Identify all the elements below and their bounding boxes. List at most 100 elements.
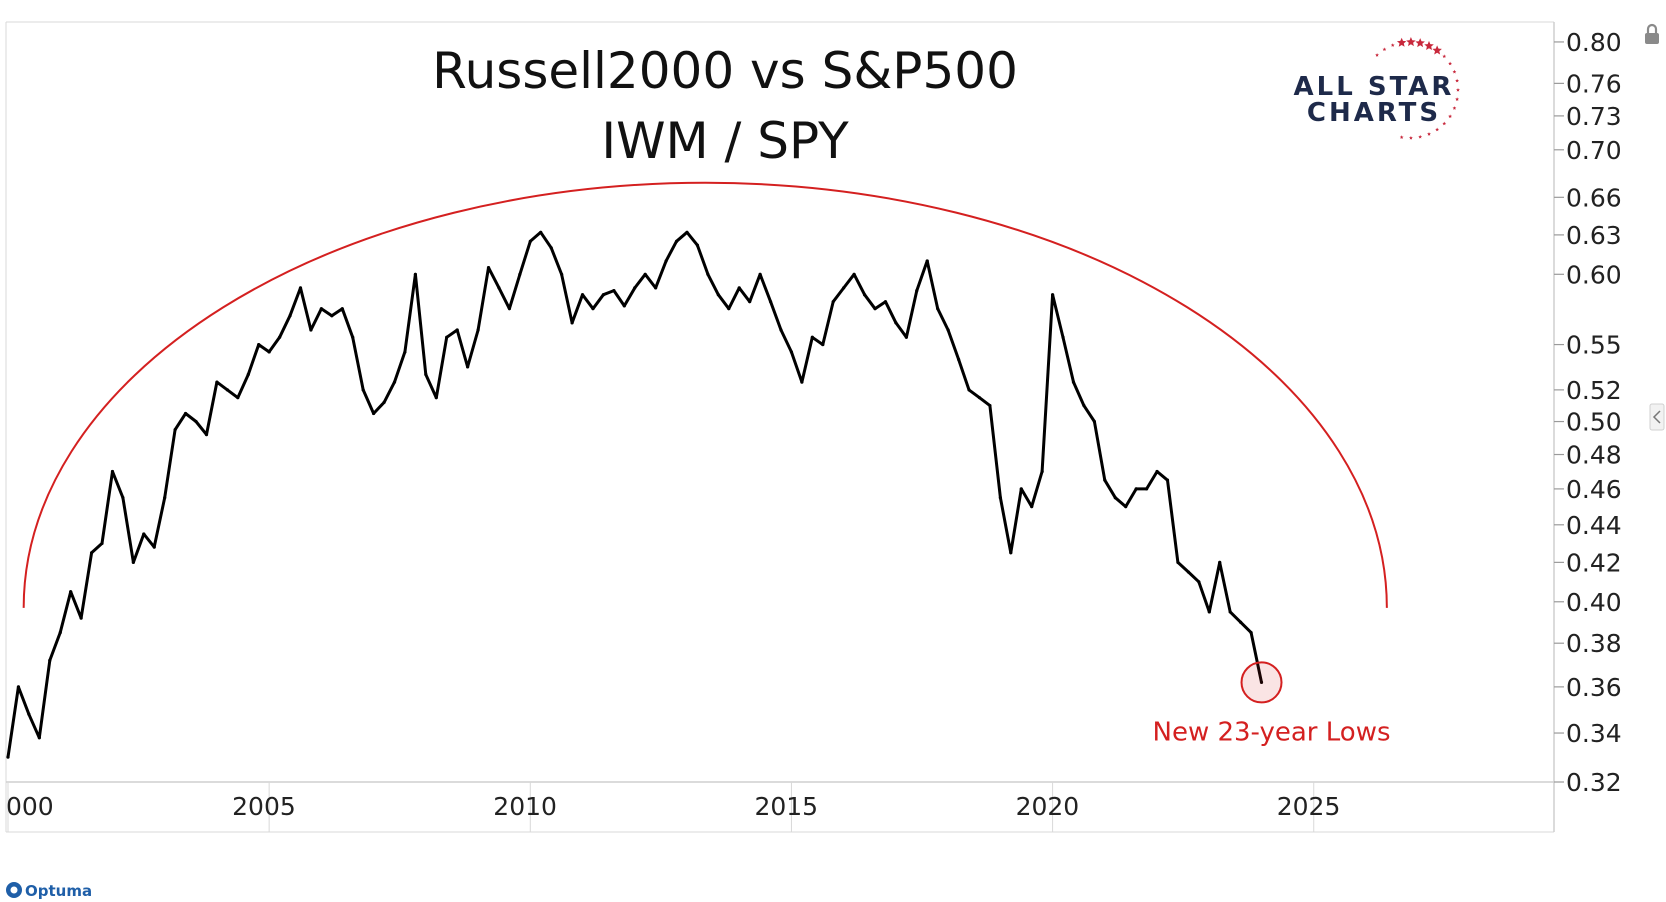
data-point (361, 388, 365, 392)
y-tick-label: 0.66 (1566, 183, 1622, 212)
data-point (1071, 380, 1076, 384)
data-point (152, 545, 156, 549)
data-point (580, 293, 585, 297)
data-point (507, 307, 512, 311)
logo-line-2: CHARTS (1307, 98, 1441, 128)
data-point (664, 259, 668, 263)
data-point (236, 396, 240, 400)
data-point (789, 350, 794, 354)
data-point (298, 286, 303, 290)
data-point (779, 328, 783, 332)
data-point (643, 272, 647, 276)
data-point (100, 541, 104, 545)
data-point (1082, 403, 1086, 408)
data-point (246, 372, 250, 377)
data-point (674, 239, 679, 243)
chart-subtitle: IWM / SPY (601, 112, 849, 170)
data-point (173, 428, 177, 432)
data-point (79, 616, 83, 620)
data-point (1228, 610, 1232, 614)
data-point (925, 259, 929, 263)
data-point (1207, 610, 1211, 614)
data-point (288, 314, 292, 318)
x-tick-label: 2005 (232, 792, 296, 821)
data-point (424, 372, 428, 377)
data-point (528, 239, 532, 243)
data-point (194, 419, 198, 424)
data-point (904, 335, 908, 339)
all-star-charts-logo: ALL STAR CHARTS (1294, 37, 1460, 140)
data-point (89, 551, 94, 555)
data-point (183, 411, 188, 416)
data-point (340, 307, 344, 311)
logo-line-1: ALL STAR (1294, 72, 1455, 102)
data-point (821, 342, 825, 347)
data-point (706, 272, 710, 276)
y-tick-label: 0.46 (1566, 475, 1622, 504)
data-point (800, 380, 804, 384)
data-point (309, 328, 313, 332)
data-point (434, 396, 438, 400)
data-point (873, 307, 877, 311)
low-highlight-circle (1240, 661, 1283, 704)
lock-icon[interactable] (1645, 23, 1659, 44)
optuma-brand: Optuma (6, 882, 92, 900)
data-point (1155, 469, 1159, 474)
data-point (1176, 560, 1180, 564)
data-point (601, 293, 606, 297)
x-tick-label: 000 (6, 792, 54, 821)
data-point (6, 755, 10, 759)
data-point (1165, 478, 1170, 482)
y-tick-label: 0.50 (1566, 408, 1622, 437)
data-point (883, 300, 888, 304)
panel-collapse-chevron-icon[interactable] (1649, 403, 1665, 431)
data-point (1009, 551, 1013, 555)
data-point (163, 496, 167, 500)
data-point (831, 300, 835, 304)
data-point (633, 286, 637, 290)
data-point (445, 335, 449, 339)
data-point (1134, 487, 1138, 491)
data-point (685, 230, 689, 234)
data-point (204, 432, 209, 437)
data-point (403, 350, 407, 354)
optuma-label: Optuma (25, 882, 92, 900)
data-point (27, 712, 31, 716)
y-tick-label: 0.70 (1566, 136, 1622, 165)
star-ring-icon (1375, 37, 1460, 140)
y-tick-label: 0.73 (1566, 102, 1622, 131)
data-point (466, 365, 470, 369)
data-point (862, 293, 867, 297)
y-tick-label: 0.76 (1566, 69, 1622, 98)
data-point (48, 658, 52, 662)
data-point (277, 335, 282, 339)
data-point (894, 321, 898, 325)
data-point (497, 286, 501, 290)
data-point (1124, 505, 1128, 509)
data-point (1061, 335, 1065, 339)
data-point (1186, 570, 1190, 574)
data-point (591, 307, 595, 311)
y-tick-label: 0.42 (1566, 548, 1622, 577)
data-point (351, 335, 355, 339)
x-tick-label: 2015 (754, 792, 818, 821)
data-point (1019, 487, 1023, 491)
data-point (267, 350, 271, 354)
data-point (215, 380, 219, 384)
data-point (956, 357, 961, 361)
data-point (758, 272, 762, 276)
data-point (622, 304, 626, 308)
data-point (413, 272, 417, 276)
data-point (654, 286, 658, 290)
data-point (549, 246, 553, 250)
y-tick-label: 0.44 (1566, 511, 1622, 540)
y-tick-label: 0.34 (1566, 719, 1622, 748)
data-point (58, 631, 62, 635)
y-tick-label: 0.36 (1566, 673, 1622, 702)
data-point (1145, 487, 1149, 491)
data-point (936, 307, 940, 311)
data-point (131, 560, 135, 564)
data-point (372, 411, 376, 416)
